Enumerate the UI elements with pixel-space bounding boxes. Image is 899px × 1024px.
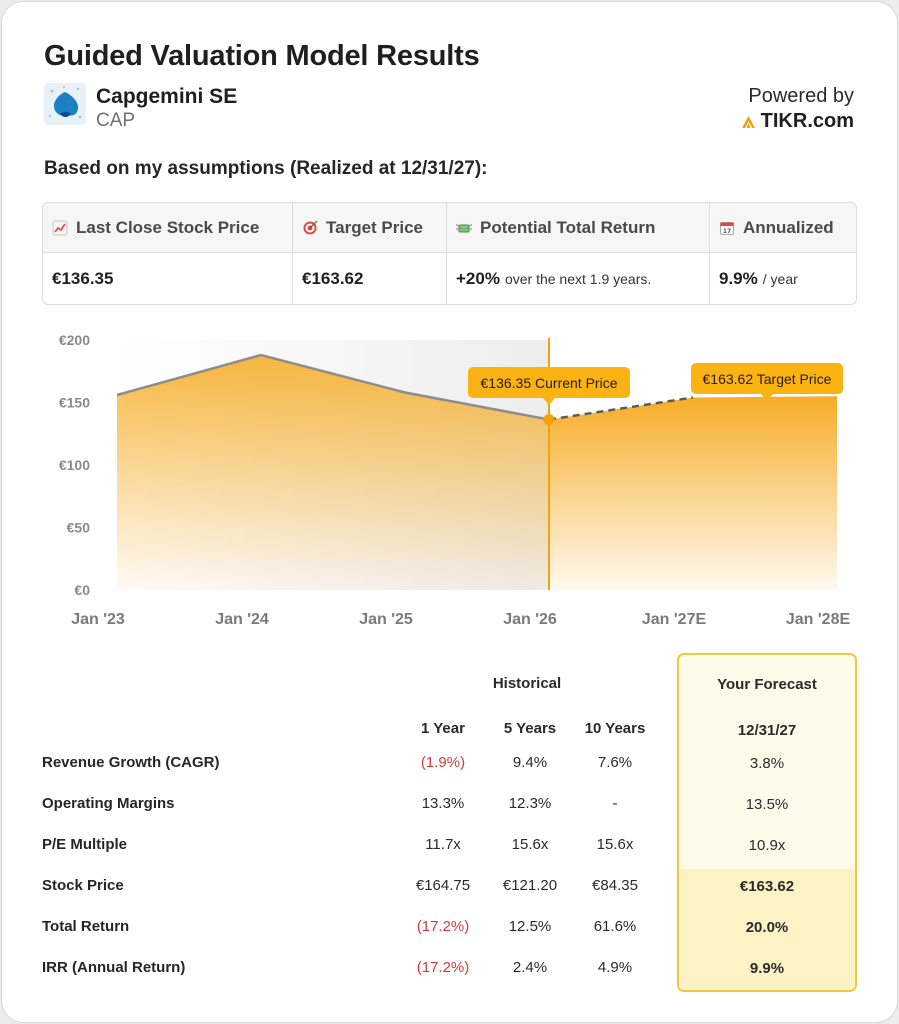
tikr-brand-link[interactable]: TIKR.com <box>741 110 854 133</box>
forecast-cell: 10.9x <box>748 837 786 854</box>
row-label: P/E Multiple <box>42 836 128 853</box>
col-header-1y: 1 Year <box>421 720 465 737</box>
historical-line <box>116 353 550 421</box>
table-cell: (17.2%) <box>416 959 470 976</box>
x-tick-label: Jan '28E <box>786 611 851 628</box>
table-cell: - <box>612 795 618 812</box>
table-cell: 12.5% <box>508 918 552 935</box>
table-cell: (17.2%) <box>416 918 470 935</box>
row-label: Stock Price <box>42 877 124 894</box>
summary-label: Target Price <box>326 217 424 237</box>
table-cell: €164.75 <box>415 877 471 894</box>
row-label: Operating Margins <box>42 795 175 812</box>
page-title: Guided Valuation Model Results <box>44 40 480 72</box>
forecast-cell: 13.5% <box>745 796 789 813</box>
table-cell: 2.4% <box>512 959 548 976</box>
target-price-label-text: €163.62 Target Price <box>703 371 832 387</box>
summary-value: 9.9% <box>719 269 758 288</box>
y-tick-label: €50 <box>67 520 91 536</box>
summary-suffix: / year <box>762 271 798 287</box>
chart-increasing-icon <box>52 220 68 235</box>
y-tick-label: €150 <box>59 395 90 411</box>
table-cell: 61.6% <box>593 918 637 935</box>
table-cell: 15.6x <box>596 836 634 853</box>
current-price-label-box <box>468 367 630 398</box>
table-cell: 12.3% <box>508 795 552 812</box>
table-cell: 15.6x <box>511 836 549 853</box>
table-cell: €84.35 <box>592 877 638 894</box>
row-label: Total Return <box>42 918 130 935</box>
summary-value: €163.62 <box>302 269 364 288</box>
table-cell: 9.4% <box>512 754 548 771</box>
forecast-column-highlight <box>677 653 857 992</box>
summary-label: Annualized <box>743 217 834 237</box>
summary-annualized: 17 Annualized 9.9% / year <box>710 203 856 304</box>
current-price-dot <box>543 414 555 426</box>
table-cell: 11.7x <box>425 836 461 853</box>
company-logo <box>44 83 86 125</box>
assumptions-table: Historical Your Forecast 1 Year 5 Years … <box>0 650 899 1010</box>
ticker-symbol: CAP <box>96 110 136 131</box>
current-price-label-text: €136.35 Current Price <box>481 375 618 391</box>
forecast-cell: 20.0% <box>745 919 789 936</box>
table-cell: 7.6% <box>597 754 633 771</box>
summary-suffix: over the next 1.9 years. <box>504 271 652 287</box>
target-price-label-box <box>691 363 843 394</box>
col-header-10y: 10 Years <box>584 720 646 737</box>
summary-total-return: Potential Total Return +20% over the nex… <box>447 203 710 304</box>
target-price-label-pointer <box>761 394 773 401</box>
historical-area <box>117 355 549 590</box>
target-icon <box>303 220 318 234</box>
col-header-5y: 5 Years <box>503 720 557 737</box>
y-tick-label: €100 <box>59 457 90 473</box>
y-tick-label: €200 <box>59 332 90 348</box>
y-tick-label: €0 <box>74 582 90 598</box>
calendar-icon: 17 <box>720 221 734 235</box>
summary-last-close: Last Close Stock Price €136.35 <box>43 203 293 304</box>
forecast-line <box>548 396 694 421</box>
summary-table: Last Close Stock Price €136.35 Target Pr… <box>42 202 857 305</box>
tikr-logo-icon <box>741 115 755 128</box>
col-header-forecast-date: 12/31/27 <box>737 722 797 739</box>
x-tick-label: Jan '27E <box>642 611 707 628</box>
money-wings-icon <box>456 223 472 232</box>
x-tick-label: Jan '23 <box>71 611 125 628</box>
current-price-label-pointer <box>543 398 555 405</box>
summary-label: Last Close Stock Price <box>76 217 260 237</box>
price-chart: €0 €50 €100 €150 €200 Jan '23 Jan '24 Jan '25 Ja… <box>59 332 851 628</box>
powered-by-label: Powered by <box>748 85 854 107</box>
x-tick-label: Jan '24 <box>215 611 269 628</box>
brand-name: TIKR.com <box>760 110 854 132</box>
row-label: Revenue Growth (CAGR) <box>42 754 220 771</box>
table-cell: (1.9%) <box>420 754 466 771</box>
forecast-area <box>549 396 837 590</box>
forecast-header: Your Forecast <box>717 676 817 693</box>
svg-text:17: 17 <box>723 228 731 235</box>
table-cell: 4.9% <box>597 959 633 976</box>
summary-target-price: Target Price €163.62 <box>293 203 447 304</box>
historical-header: Historical <box>492 675 562 692</box>
assumptions-heading: Based on my assumptions (Realized at 12/… <box>44 158 488 179</box>
forecast-cell: 3.8% <box>749 755 785 772</box>
x-tick-label: Jan '26 <box>503 611 557 628</box>
table-cell: 13.3% <box>421 795 465 812</box>
x-tick-label: Jan '25 <box>359 611 413 628</box>
forecast-cell: €163.62 <box>739 878 795 895</box>
row-label: IRR (Annual Return) <box>42 959 186 976</box>
forecast-cell: 9.9% <box>749 960 785 977</box>
company-name: Capgemini SE <box>96 85 238 108</box>
summary-label: Potential Total Return <box>480 217 656 237</box>
summary-value: €136.35 <box>52 269 114 288</box>
table-cell: €121.20 <box>502 877 558 894</box>
summary-value: +20% <box>456 269 500 288</box>
